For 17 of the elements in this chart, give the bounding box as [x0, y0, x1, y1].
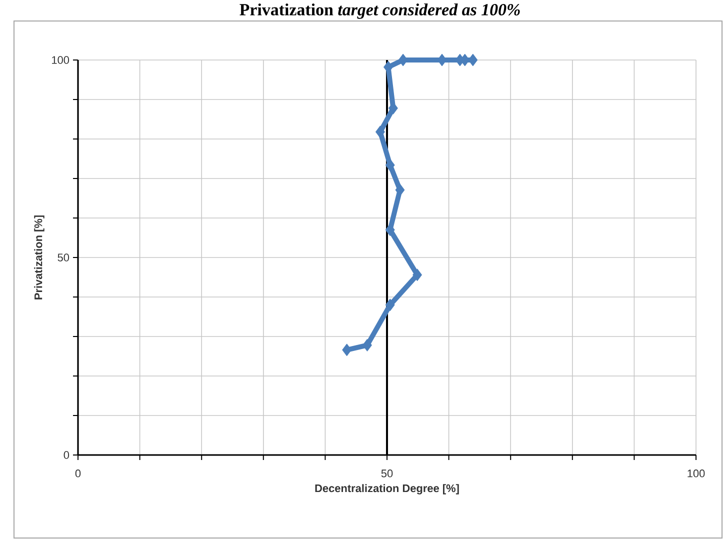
point	[385, 158, 395, 172]
point	[385, 224, 395, 236]
x-tick-label: 50	[381, 470, 393, 478]
x-tick-label: 0	[75, 470, 81, 478]
y-tick-label: 0	[64, 451, 70, 459]
y-tick-label: 100	[52, 56, 70, 64]
point	[385, 298, 395, 312]
point	[342, 344, 352, 356]
chart-title: Privatization target considered as 100%	[240, 4, 520, 19]
y-axis-title: Privatization [%]	[34, 216, 44, 300]
point	[375, 126, 385, 138]
point	[395, 184, 405, 196]
point	[412, 268, 422, 282]
y-tick-label: 50	[58, 254, 70, 262]
point	[362, 338, 372, 352]
x-axis-title: Decentralization Degree [%]	[315, 484, 459, 494]
x-tick-label: 100	[688, 470, 705, 478]
